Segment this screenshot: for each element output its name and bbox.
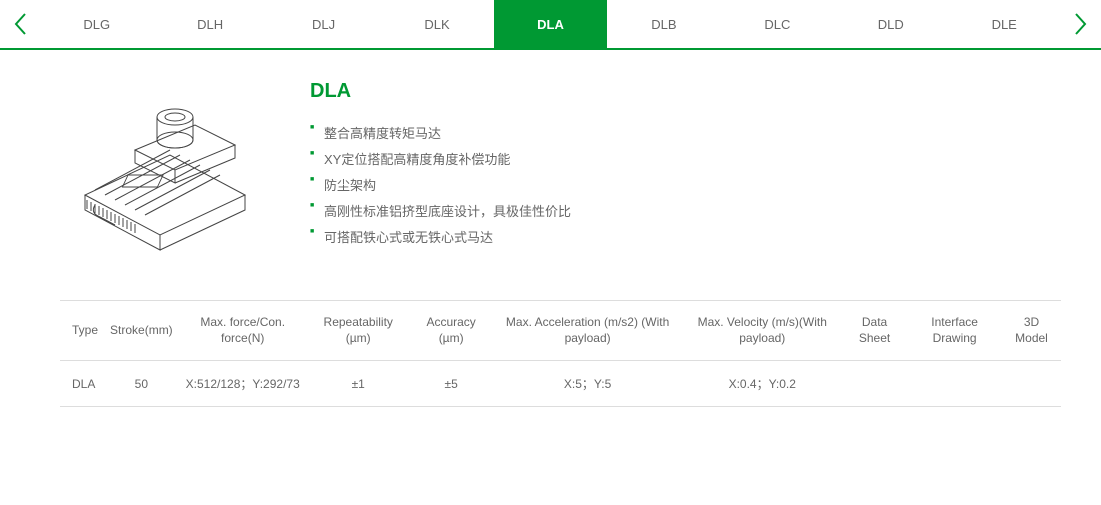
- product-line-drawing: [65, 85, 265, 255]
- tab-dla[interactable]: DLA: [494, 0, 607, 48]
- specs-cell: X:5；Y:5: [493, 361, 683, 407]
- specs-header-cell: 3D Model: [1002, 301, 1061, 361]
- specs-cell: X:0.4；Y:0.2: [683, 361, 842, 407]
- tab-row: DLGDLHDLJDLKDLADLBDLCDLDDLE: [0, 0, 1101, 50]
- specs-header-cell: Interface Drawing: [907, 301, 1002, 361]
- specs-header-cell: Max. Velocity (m/s)(With payload): [683, 301, 842, 361]
- specs-header-cell: Type: [60, 301, 104, 361]
- feature-item: 防尘架构: [310, 173, 1061, 199]
- specs-header-cell: Repeatability (µm): [307, 301, 410, 361]
- tab-dlg[interactable]: DLG: [40, 0, 153, 48]
- tab-dlk[interactable]: DLK: [380, 0, 493, 48]
- tab-dlh[interactable]: DLH: [153, 0, 266, 48]
- product-title: DLA: [310, 80, 1061, 103]
- specs-cell: X:512/128；Y:292/73: [179, 361, 307, 407]
- feature-item: XY定位搭配高精度角度补偿功能: [310, 147, 1061, 173]
- product-info: DLA 整合高精度转矩马达XY定位搭配高精度角度补偿功能防尘架构高刚性标准铝挤型…: [310, 80, 1061, 251]
- specs-cell: ±1: [307, 361, 410, 407]
- tab-dle[interactable]: DLE: [948, 0, 1061, 48]
- tabs: DLGDLHDLJDLKDLADLBDLCDLDDLE: [40, 0, 1061, 48]
- specs-header-cell: Accuracy (µm): [410, 301, 493, 361]
- chevron-left-icon: [13, 12, 27, 36]
- specs-header-cell: Max. Acceleration (m/s2) (With payload): [493, 301, 683, 361]
- table-row: DLA50X:512/128；Y:292/73±1±5X:5；Y:5X:0.4；…: [60, 361, 1061, 407]
- chevron-right-icon: [1074, 12, 1088, 36]
- product-image: [60, 80, 270, 260]
- tab-dlb[interactable]: DLB: [607, 0, 720, 48]
- tab-dlj[interactable]: DLJ: [267, 0, 380, 48]
- specs-cell: ±5: [410, 361, 493, 407]
- tab-dld[interactable]: DLD: [834, 0, 947, 48]
- specs-cell: [1002, 361, 1061, 407]
- specs-cell: [907, 361, 1002, 407]
- specs-header-cell: Data Sheet: [842, 301, 907, 361]
- content-area: DLA 整合高精度转矩马达XY定位搭配高精度角度补偿功能防尘架构高刚性标准铝挤型…: [0, 50, 1101, 427]
- product-tab-panel: DLGDLHDLJDLKDLADLBDLCDLDDLE: [0, 0, 1101, 505]
- specs-header-cell: Max. force/Con. force(N): [179, 301, 307, 361]
- feature-list: 整合高精度转矩马达XY定位搭配高精度角度补偿功能防尘架构高刚性标准铝挤型底座设计…: [310, 121, 1061, 251]
- specs-header-row: TypeStroke(mm)Max. force/Con. force(N)Re…: [60, 301, 1061, 361]
- feature-item: 可搭配铁心式或无铁心式马达: [310, 225, 1061, 251]
- next-arrow[interactable]: [1061, 0, 1101, 48]
- feature-item: 高刚性标准铝挤型底座设计，具极佳性价比: [310, 199, 1061, 225]
- specs-cell: DLA: [60, 361, 104, 407]
- specs-cell: [842, 361, 907, 407]
- prev-arrow[interactable]: [0, 0, 40, 48]
- feature-item: 整合高精度转矩马达: [310, 121, 1061, 147]
- specs-cell: 50: [104, 361, 179, 407]
- product-overview: DLA 整合高精度转矩马达XY定位搭配高精度角度补偿功能防尘架构高刚性标准铝挤型…: [60, 80, 1061, 260]
- specs-header-cell: Stroke(mm): [104, 301, 179, 361]
- tab-dlc[interactable]: DLC: [721, 0, 834, 48]
- specs-table: TypeStroke(mm)Max. force/Con. force(N)Re…: [60, 300, 1061, 407]
